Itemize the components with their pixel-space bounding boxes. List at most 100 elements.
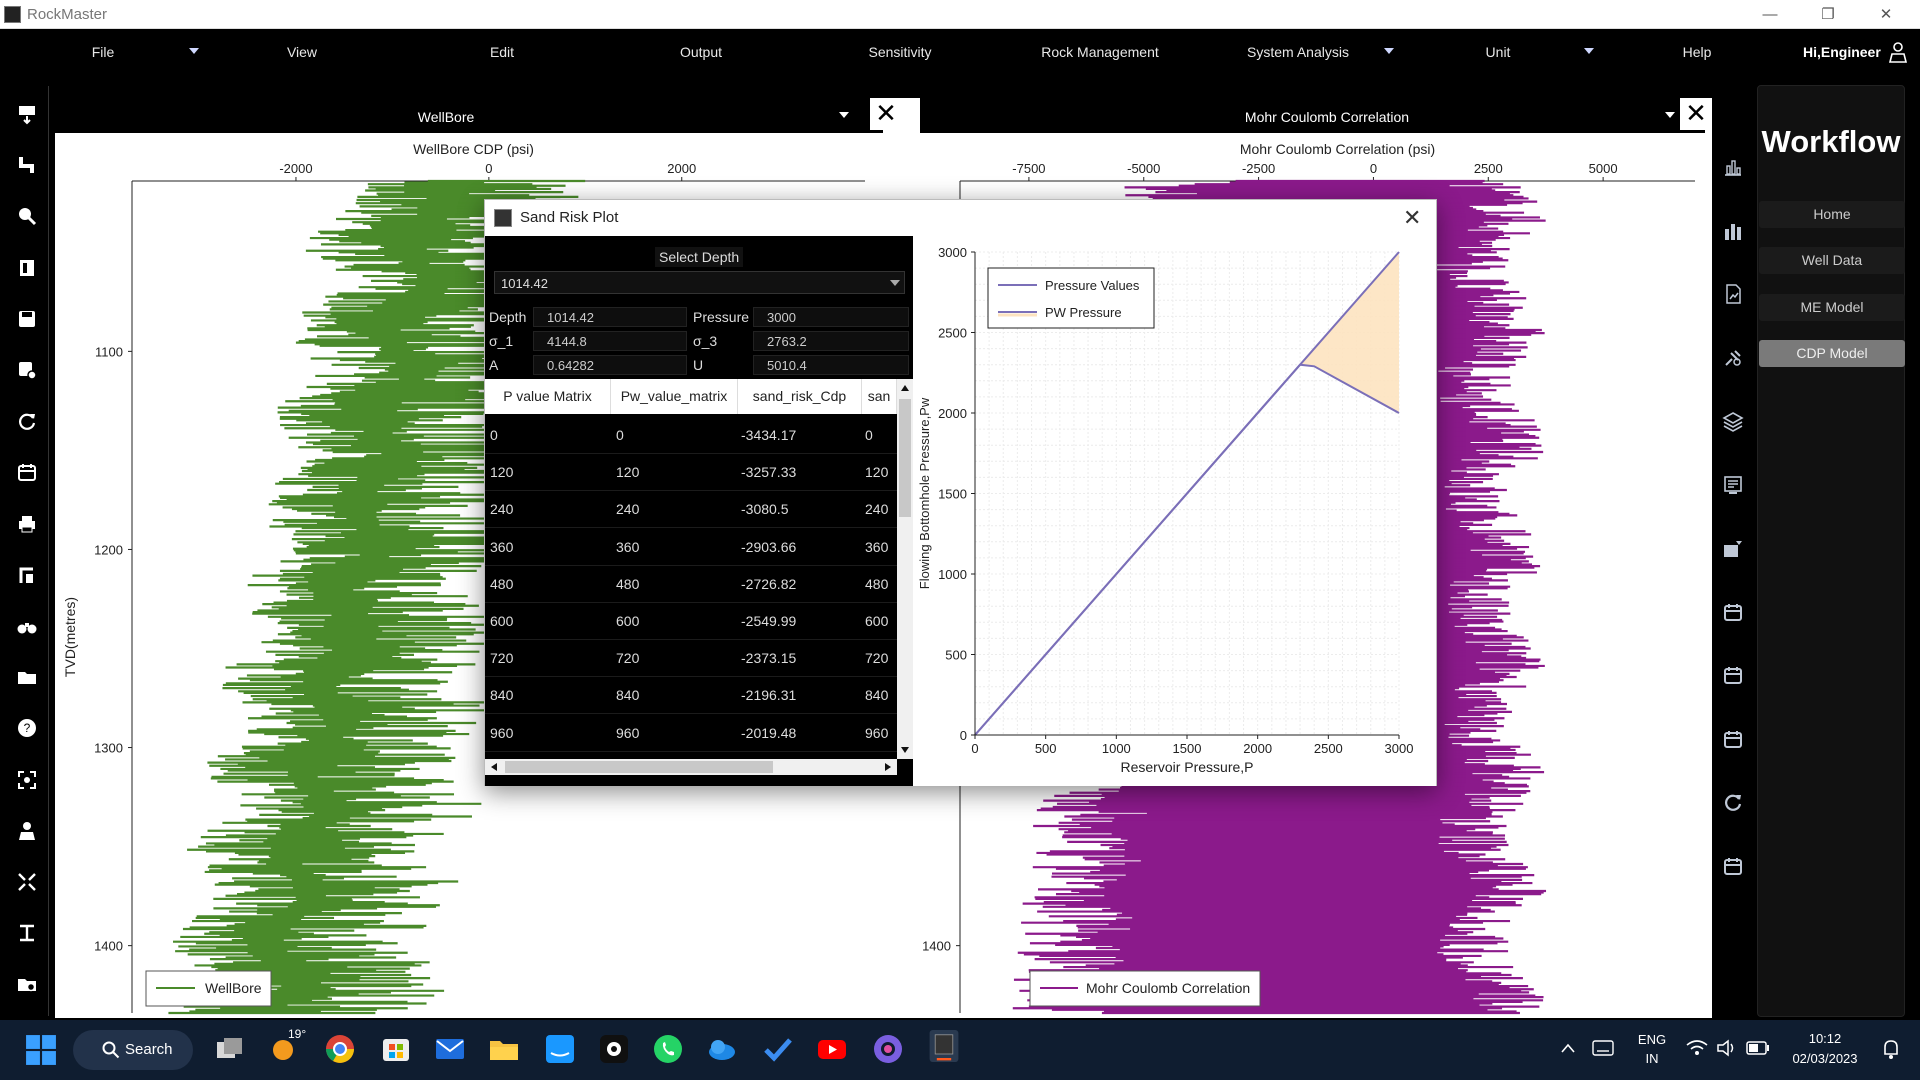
horizontal-scroll-thumb[interactable] <box>505 761 773 773</box>
export-icon[interactable] <box>1722 537 1744 559</box>
calendar-icon[interactable] <box>1722 728 1744 750</box>
workflow-me-model-button[interactable]: ME Model <box>1759 294 1905 321</box>
weather-icon[interactable] <box>268 1033 300 1065</box>
rockmaster-taskbar-icon[interactable] <box>928 1030 960 1062</box>
table-row[interactable]: 600 600 -2549.99 600 <box>485 603 897 640</box>
table-horizontal-scrollbar[interactable] <box>485 759 897 775</box>
show-hidden-icons-icon[interactable] <box>1560 1042 1576 1054</box>
shrink-icon[interactable] <box>16 871 38 893</box>
binoculars-icon[interactable] <box>16 615 38 637</box>
notification-bell-icon[interactable] <box>1880 1038 1902 1060</box>
table-row[interactable]: 120 120 -3257.33 120 <box>485 454 897 492</box>
table-row[interactable]: 720 720 -2373.15 720 <box>485 640 897 678</box>
whatsapp-icon[interactable] <box>652 1033 684 1065</box>
menu-unit[interactable]: Unit <box>1485 44 1511 60</box>
table-row[interactable]: 480 480 -2726.82 480 <box>485 566 897 603</box>
close-window-button[interactable]: ✕ <box>1879 6 1893 23</box>
report-icon[interactable] <box>1722 474 1744 496</box>
vertical-scrollbar-graphic[interactable] <box>897 379 913 759</box>
battery-icon[interactable] <box>1746 1041 1770 1055</box>
table-header-pw-value[interactable]: Pw_value_matrix <box>611 379 738 414</box>
volume-icon[interactable] <box>1716 1039 1738 1057</box>
help-icon[interactable]: ? <box>16 717 38 739</box>
layers-icon[interactable] <box>1722 410 1744 432</box>
table-row[interactable]: 960 960 -2019.48 960 <box>485 715 897 752</box>
save-icon[interactable] <box>16 308 38 330</box>
user-icon[interactable] <box>1888 41 1908 63</box>
store-icon[interactable] <box>380 1033 412 1065</box>
table-header-sand-risk[interactable]: sand_risk_Cdp <box>738 379 862 414</box>
minimize-button[interactable]: — <box>1762 6 1778 23</box>
menu-unit-dropdown-icon[interactable] <box>1584 48 1594 54</box>
menu-file[interactable]: File <box>91 44 115 60</box>
wifi-icon[interactable] <box>1686 1039 1708 1057</box>
workflow-well-data-button[interactable]: Well Data <box>1759 247 1905 274</box>
measure-icon[interactable] <box>16 922 38 944</box>
menu-view[interactable]: View <box>286 44 318 60</box>
todo-icon[interactable] <box>762 1033 794 1065</box>
scroll-up-icon[interactable] <box>901 385 909 391</box>
clock-date[interactable]: 02/03/2023 <box>1792 1051 1858 1066</box>
pipe-icon[interactable] <box>16 154 38 176</box>
fullscreen-icon[interactable] <box>16 769 38 791</box>
workflow-home-button[interactable]: Home <box>1759 201 1905 228</box>
menu-output[interactable]: Output <box>679 44 723 60</box>
scroll-left-icon[interactable] <box>491 763 497 771</box>
language-indicator[interactable]: ENG <box>1637 1032 1667 1047</box>
menu-edit[interactable]: Edit <box>489 44 515 60</box>
drill-icon[interactable] <box>1722 347 1744 369</box>
menu-system-analysis-dropdown-icon[interactable] <box>1384 48 1394 54</box>
chrome-icon[interactable] <box>324 1033 356 1065</box>
menu-sensitivity[interactable]: Sensitivity <box>868 44 932 60</box>
prime-video-icon[interactable] <box>544 1033 576 1065</box>
wellbore-panel-close-button[interactable]: ✕ <box>870 98 902 130</box>
table-row[interactable]: 240 240 -3080.5 240 <box>485 491 897 529</box>
import-icon[interactable] <box>16 103 38 125</box>
document-chart-icon[interactable] <box>1722 283 1744 305</box>
menu-help[interactable]: Help <box>1682 44 1712 60</box>
taskbar-search[interactable]: Search <box>73 1030 193 1070</box>
menu-file-dropdown-icon[interactable] <box>189 48 199 54</box>
file-explorer-icon[interactable] <box>488 1033 520 1065</box>
scroll-right-icon[interactable] <box>885 763 891 771</box>
table-header-p-value[interactable]: P value Matrix <box>485 379 611 414</box>
zoom-icon[interactable] <box>16 205 38 227</box>
page-icon[interactable] <box>16 257 38 279</box>
terminal-app-icon[interactable] <box>598 1033 630 1065</box>
dialog-close-button[interactable]: ✕ <box>1403 205 1422 230</box>
bar-chart-icon[interactable] <box>1722 220 1744 242</box>
table-header-san[interactable]: san <box>862 379 897 414</box>
table-row[interactable]: 0 0 -3434.17 0 <box>485 417 897 454</box>
calendar-icon[interactable] <box>1722 855 1744 877</box>
table-vertical-scrollbar[interactable] <box>897 379 913 759</box>
calendar-icon[interactable] <box>1722 664 1744 686</box>
bar-chart-outline-icon[interactable] <box>1722 156 1744 178</box>
task-view-icon[interactable] <box>214 1033 246 1065</box>
windows-start-icon[interactable] <box>25 1034 57 1066</box>
depth-select[interactable]: 1014.42 <box>494 271 905 294</box>
refresh-icon[interactable] <box>1722 791 1744 813</box>
mohr-panel-dropdown-icon[interactable] <box>1665 112 1675 118</box>
cloud-app-icon[interactable] <box>706 1033 738 1065</box>
print-icon[interactable] <box>16 513 38 535</box>
person-icon[interactable] <box>16 820 38 842</box>
table-row[interactable]: 840 840 -2196.31 840 <box>485 677 897 715</box>
sand-risk-table[interactable]: P value Matrix Pw_value_matrix sand_risk… <box>485 379 897 759</box>
keyboard-icon[interactable] <box>1592 1040 1614 1056</box>
workflow-cdp-model-button[interactable]: CDP Model <box>1759 340 1905 367</box>
language-region[interactable]: IN <box>1645 1051 1659 1066</box>
calendar-icon[interactable] <box>16 461 38 483</box>
fit-icon[interactable] <box>16 564 38 586</box>
calendar-icon[interactable] <box>1722 601 1744 623</box>
folder-settings-icon[interactable] <box>16 973 38 995</box>
scroll-down-icon[interactable] <box>901 747 909 753</box>
browser-icon[interactable] <box>872 1033 904 1065</box>
table-row[interactable]: 360 360 -2903.66 360 <box>485 529 897 566</box>
refresh-icon[interactable] <box>16 410 38 432</box>
mail-icon[interactable] <box>434 1033 466 1065</box>
clock-time[interactable]: 10:12 <box>1808 1031 1842 1046</box>
horizontal-scrollbar-graphic[interactable] <box>485 759 897 775</box>
menu-rock-management[interactable]: Rock Management <box>1041 44 1159 60</box>
mohr-panel-close-button[interactable]: ✕ <box>1680 98 1712 130</box>
youtube-icon[interactable] <box>816 1033 848 1065</box>
